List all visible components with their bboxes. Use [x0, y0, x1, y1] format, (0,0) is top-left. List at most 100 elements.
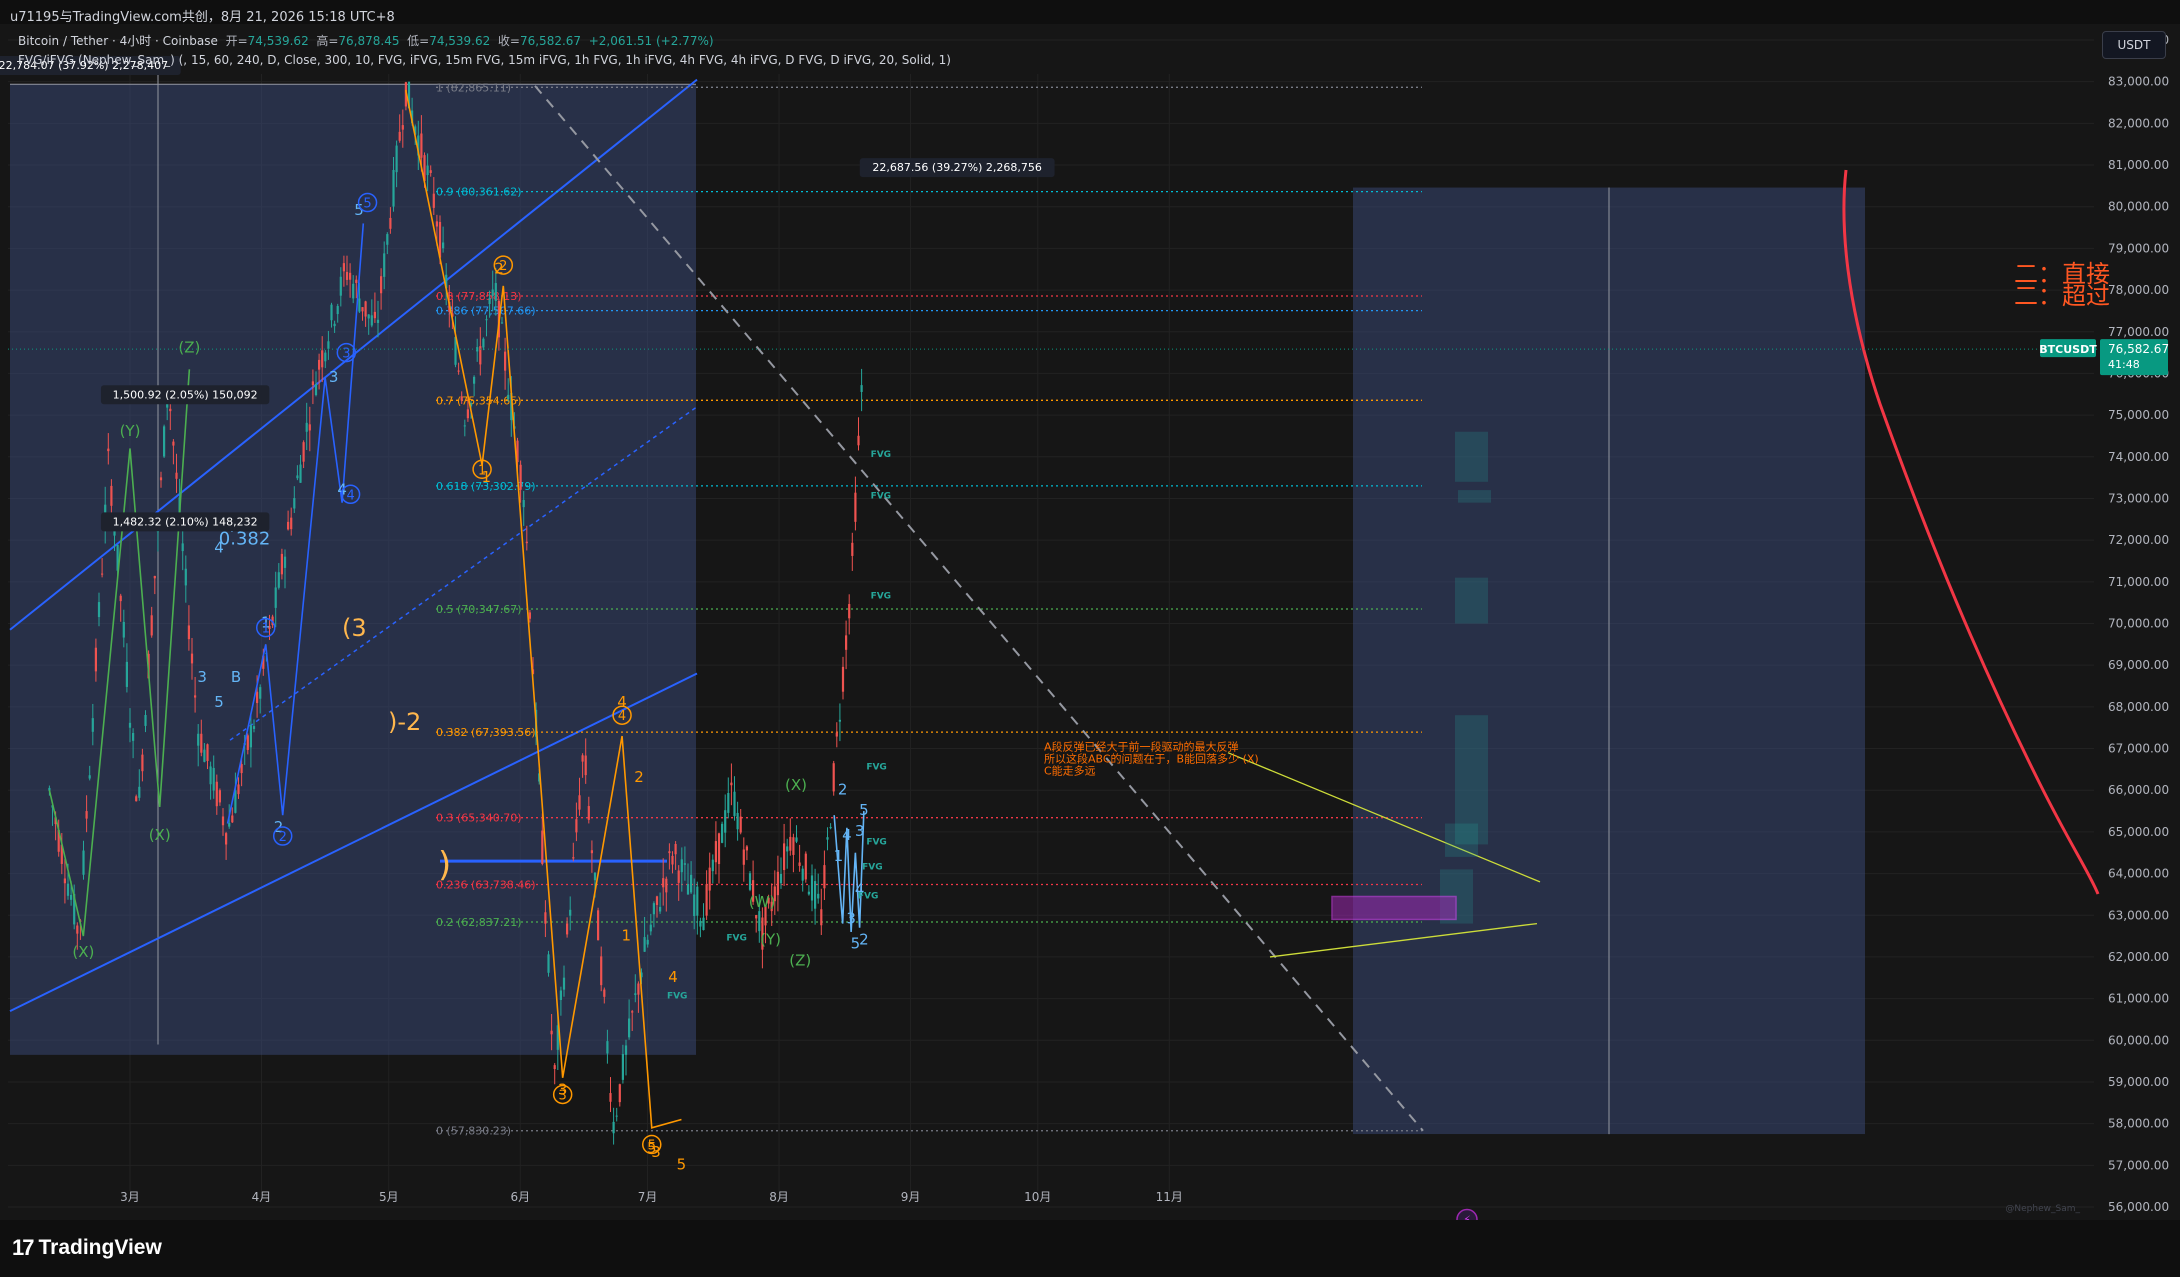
candle-body	[572, 857, 575, 859]
candle-body	[789, 836, 792, 851]
candle-body	[779, 873, 783, 884]
candle-body	[463, 425, 466, 427]
candle-body	[169, 408, 172, 412]
candle-body	[516, 440, 519, 463]
candle-body	[637, 983, 640, 995]
candle-body	[643, 937, 646, 952]
tradingview-logo-wordmark: TradingView	[38, 1236, 162, 1259]
wave-label: 2	[634, 768, 644, 786]
wave-zigzag	[48, 369, 191, 937]
price-axis-label: 61,000.00	[2108, 992, 2169, 1006]
wave-label: 5	[214, 693, 224, 711]
fvg-label: FVG	[667, 992, 688, 1002]
wave-label: (Z)	[178, 339, 200, 357]
flash-icon[interactable]	[1456, 1208, 1478, 1220]
circled-wave-label: 5	[363, 197, 371, 212]
candle-body	[528, 612, 532, 619]
candle-body	[792, 837, 795, 855]
wave-label: 5	[677, 1155, 687, 1173]
candle-body	[132, 732, 135, 741]
fvg-label: FVG	[866, 837, 887, 847]
candle-body	[327, 341, 330, 349]
price-tag-bg	[2100, 339, 2168, 376]
open-value: 74,539.62	[247, 34, 309, 48]
flash-icon-glyph: ⚡	[1463, 1214, 1471, 1220]
candle-body	[609, 1093, 612, 1102]
candle-body	[274, 587, 277, 608]
candle-body	[482, 338, 485, 348]
candle-body	[218, 790, 222, 803]
fib-level-label: 0.382 (67,393.56)	[436, 726, 536, 739]
candle-body	[659, 906, 662, 912]
candle-body	[826, 837, 829, 840]
symbol-line[interactable]: Bitcoin / Tether · 4小时 · Coinbase 开=74,5…	[18, 32, 951, 51]
candle-body	[646, 939, 649, 945]
high-label: 高=	[316, 34, 339, 48]
circled-wave-marker	[272, 826, 293, 846]
low-value: 74,539.62	[429, 34, 491, 48]
time-axis-label: 11月	[1156, 1190, 1183, 1204]
candle-body	[305, 422, 308, 432]
price-axis-label: 70,000.00	[2108, 617, 2169, 631]
candle-body	[845, 635, 848, 650]
chart-frame[interactable]: 1 (82,865.11) 0.9 (80,361.62) 0.8 (77,858.…	[0, 24, 2180, 1220]
measure-box-left	[10, 84, 696, 1055]
wave-label: 3	[846, 910, 856, 928]
candle-body	[544, 912, 547, 924]
candle-body	[631, 1011, 634, 1013]
candle-body	[166, 403, 169, 408]
wave-label: (X)	[72, 943, 94, 961]
candle-body	[761, 917, 764, 950]
candle-body	[246, 735, 249, 750]
candle-body	[113, 528, 116, 536]
candle-body	[144, 714, 147, 726]
candle-body	[593, 872, 597, 881]
candle-body	[407, 81, 411, 109]
circled-wave-label: 1	[478, 463, 486, 478]
chart-svg[interactable]: 1 (82,865.11) 0.9 (80,361.62) 0.8 (77,858.…	[0, 24, 2180, 1220]
candle-body	[88, 775, 91, 779]
candle-body	[838, 719, 842, 722]
wave-label: 2	[494, 259, 504, 277]
candle-body	[125, 661, 129, 687]
candle-body	[184, 568, 187, 586]
wave-label: 4	[668, 968, 678, 986]
candle-body	[801, 868, 804, 881]
price-axis-label: 58,000.00	[2108, 1117, 2169, 1131]
candle-body	[215, 781, 218, 807]
triangle-lower-line	[1269, 922, 1538, 958]
candle-body	[336, 305, 339, 315]
measure-label-bg	[100, 385, 270, 405]
candle-body	[603, 989, 606, 997]
candle-body	[770, 901, 773, 912]
circled-wave-label: 1	[262, 622, 270, 637]
candle-body	[510, 392, 513, 421]
fib-level-label: 1 (82,865.11)	[436, 81, 511, 94]
candle-body	[624, 1045, 628, 1055]
candle-body	[66, 883, 70, 896]
candle-body	[324, 352, 327, 362]
wave-label: (W)	[749, 893, 776, 911]
candle-body	[693, 894, 696, 917]
fvg-zone	[1455, 715, 1488, 845]
wave-label: 2	[274, 818, 284, 836]
bottom-bar: 17 TradingView	[0, 1220, 2180, 1277]
price-axis-label: 75,000.00	[2108, 408, 2169, 422]
wave-label: (Z)	[789, 951, 811, 969]
wave-label: 1	[622, 926, 632, 944]
tradingview-logo[interactable]: 17 TradingView	[12, 1234, 162, 1262]
fvg-zone	[1458, 490, 1491, 503]
candle-body	[48, 787, 51, 791]
indicator-line[interactable]: FVG/iFVG (Nephew_Sam_) (, 15, 60, 240, D…	[18, 53, 951, 67]
candle-body	[556, 1025, 559, 1050]
hand-drawn-curve	[1842, 169, 2100, 895]
currency-button[interactable]: USDT	[2102, 31, 2166, 59]
candle-body	[795, 837, 798, 842]
candle-body	[690, 874, 693, 893]
candle-body	[606, 1041, 609, 1054]
circled-wave-marker	[336, 342, 357, 363]
candle-body	[562, 977, 566, 990]
price-axis-label: 59,000.00	[2108, 1075, 2169, 1089]
candle-body	[333, 323, 336, 327]
candle-body	[110, 485, 113, 506]
